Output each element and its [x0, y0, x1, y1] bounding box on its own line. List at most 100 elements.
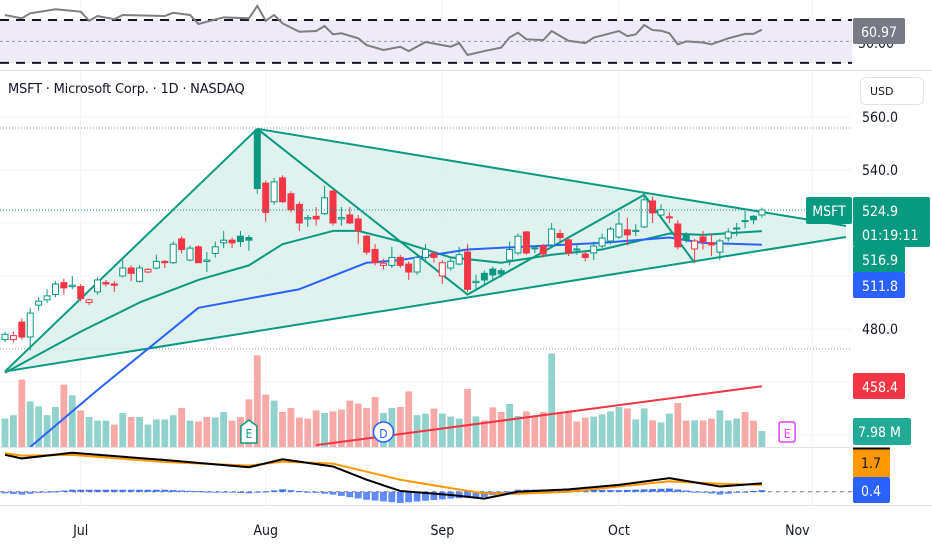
volume-bar: [724, 420, 732, 447]
volume-bar: [438, 413, 446, 447]
candle: [35, 297, 43, 311]
histogram-bar: [657, 488, 665, 492]
candle: [161, 260, 169, 269]
candle-body: [522, 231, 530, 254]
candle-body: [304, 217, 312, 220]
histogram-bar: [724, 491, 732, 494]
volume-bar: [750, 420, 757, 447]
candle-body: [413, 256, 421, 273]
event-marker-earnings-upcoming[interactable]: E: [778, 421, 796, 443]
time-tick-label: Sep: [430, 523, 454, 539]
candle: [253, 128, 261, 194]
candle-body: [194, 246, 202, 264]
candle-body: [640, 199, 648, 228]
candle-body: [51, 283, 59, 296]
volume-bar: [203, 417, 211, 447]
pattern-trendline[interactable]: [4, 236, 847, 373]
volume-bar: [18, 379, 26, 447]
macd-histogram-badge: [853, 477, 890, 503]
volume-bar: [615, 407, 623, 447]
ma-blue-badge: [853, 272, 905, 298]
volume-bar: [708, 418, 715, 447]
candle-body: [581, 253, 589, 258]
candle-body: [691, 240, 699, 250]
volume-bar: [312, 410, 320, 447]
volume-bar: [169, 415, 177, 447]
candle: [379, 258, 387, 270]
ma-red-value: 458.4: [862, 380, 898, 396]
histogram-bar: [497, 491, 505, 494]
time-axis[interactable]: Jul Aug Sep Oct Nov: [72, 523, 810, 539]
candle-body: [161, 260, 169, 264]
volume-bar: [682, 420, 690, 447]
candle: [371, 244, 379, 266]
volume-bar: [480, 420, 488, 447]
volume-bar: [85, 417, 93, 447]
ma-green-value: 516.9: [862, 253, 898, 269]
histogram-bar: [127, 489, 135, 492]
volume-bar: [623, 408, 631, 447]
candle: [236, 230, 244, 247]
candle-body: [136, 267, 144, 282]
candle-body: [354, 218, 362, 232]
volume-bar: [497, 412, 505, 447]
candle-body: [749, 215, 757, 221]
histogram-bar: [35, 491, 43, 493]
volume-bar: [35, 406, 43, 447]
candle-body: [110, 283, 118, 286]
volume-bar: [699, 420, 707, 447]
macd-pane[interactable]: [0, 451, 852, 503]
histogram-bar: [438, 491, 446, 500]
candle: [455, 246, 463, 266]
candle-body: [152, 260, 160, 269]
volume-bar: [68, 395, 76, 447]
candle: [102, 279, 110, 287]
volume-bar: [371, 397, 379, 447]
histogram-bar: [144, 489, 152, 492]
candle-body: [590, 245, 598, 254]
upcoming-earnings-icon: [778, 421, 796, 443]
event-marker-dividend[interactable]: D: [372, 421, 395, 443]
volume-bar: [195, 421, 202, 447]
volume-bars: [1, 353, 766, 447]
candle: [43, 289, 51, 303]
rsi-pane[interactable]: [0, 4, 852, 64]
volume-bar: [758, 431, 766, 447]
volume-bar: [152, 419, 160, 447]
symbol-tag-label: MSFT: [812, 204, 846, 220]
volume-bar: [102, 420, 110, 447]
candle: [674, 220, 682, 250]
candle-body: [35, 300, 43, 306]
candle-body: [733, 227, 741, 230]
candle: [506, 241, 514, 266]
histogram-bar: [228, 491, 236, 493]
candle-body: [371, 248, 379, 264]
candle: [119, 260, 127, 278]
histogram-bar: [649, 489, 656, 492]
candle-body: [531, 247, 539, 250]
histogram-bar: [380, 491, 387, 502]
histogram-bar: [623, 489, 631, 492]
volume-bar: [253, 355, 261, 447]
candle: [430, 252, 438, 263]
histogram-bar: [716, 491, 724, 495]
candle: [18, 318, 26, 340]
macd-histogram: [1, 488, 766, 503]
candle-body: [312, 215, 320, 220]
candle: [312, 207, 320, 226]
event-marker-earnings[interactable]: E: [240, 419, 258, 444]
volume-bar: [295, 417, 303, 447]
histogram-bar: [85, 489, 93, 492]
histogram-bar: [304, 491, 312, 493]
candles: [1, 128, 766, 351]
volume-bar: [119, 413, 127, 447]
candle: [447, 257, 455, 271]
time-tick-label: Aug: [253, 523, 278, 539]
currency-button[interactable]: USD: [860, 77, 924, 105]
pattern-trendline[interactable]: [4, 128, 258, 373]
candle-body: [295, 203, 303, 224]
